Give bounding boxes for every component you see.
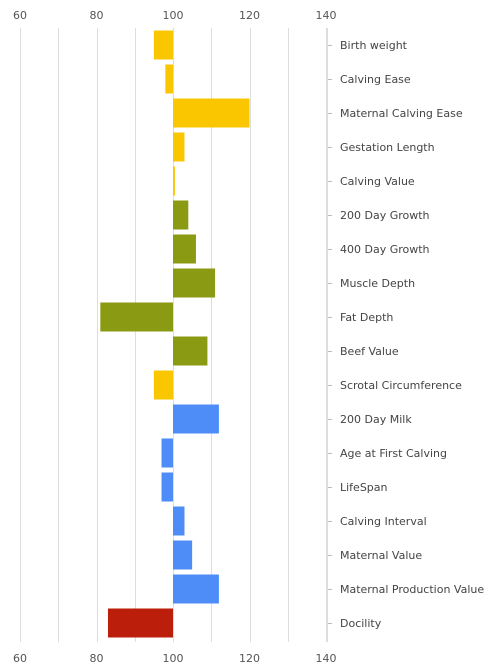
- bar-fat-depth: [100, 302, 173, 332]
- bar-docility: [107, 608, 173, 638]
- category-label: Calving Ease: [340, 73, 411, 86]
- bar-scrotal-circumference: [153, 370, 173, 400]
- bottom-x-axis: 60 80 100 120 140: [13, 652, 337, 665]
- bar-maternal-calving-ease: [173, 98, 250, 128]
- x-tick-label-bottom: 60: [13, 652, 27, 665]
- category-label: 200 Day Milk: [340, 413, 412, 426]
- bar-200-day-growth: [173, 200, 189, 230]
- category-label: Age at First Calving: [340, 447, 447, 460]
- bar-calving-value: [173, 166, 175, 196]
- bar-maternal-value: [173, 540, 193, 570]
- category-label: Fat Depth: [340, 311, 393, 324]
- x-tick-label-bottom: 80: [90, 652, 104, 665]
- category-label: 200 Day Growth: [340, 209, 430, 222]
- category-labels: Birth weight Calving Ease Maternal Calving…: [327, 28, 484, 642]
- bar-400-day-growth: [173, 234, 196, 264]
- grid-lines: [20, 28, 327, 642]
- bar-gestation-length: [173, 132, 185, 162]
- category-label: Maternal Value: [340, 549, 422, 562]
- x-tick-label-bottom: 120: [239, 652, 260, 665]
- x-tick-label-top: 100: [163, 9, 184, 22]
- category-label: Maternal Calving Ease: [340, 107, 463, 120]
- x-tick-label-top: 80: [90, 9, 104, 22]
- bar-calving-interval: [173, 506, 185, 536]
- category-label: Muscle Depth: [340, 277, 415, 290]
- bar-200-day-milk: [173, 404, 219, 434]
- x-tick-label-top: 120: [239, 9, 260, 22]
- x-tick-label-top: 140: [316, 9, 337, 22]
- bar-calving-ease: [165, 64, 173, 94]
- category-label: Maternal Production Value: [340, 583, 484, 596]
- bar-maternal-production-value: [173, 574, 219, 604]
- category-label: LifeSpan: [340, 481, 388, 494]
- category-label: Beef Value: [340, 345, 399, 358]
- bar-beef-value: [173, 336, 208, 366]
- category-label: Gestation Length: [340, 141, 435, 154]
- x-tick-label-top: 60: [13, 9, 27, 22]
- x-tick-label-bottom: 140: [316, 652, 337, 665]
- category-label: 400 Day Growth: [340, 243, 430, 256]
- bar-lifespan: [161, 472, 173, 502]
- category-label: Calving Value: [340, 175, 415, 188]
- bar-birth-weight: [153, 30, 173, 60]
- bar-age-at-first-calving: [161, 438, 173, 468]
- category-label: Docility: [340, 617, 382, 630]
- category-label: Scrotal Circumference: [340, 379, 462, 392]
- category-label: Calving Interval: [340, 515, 427, 528]
- bars: [100, 30, 250, 638]
- top-x-axis: 60 80 100 120 140: [13, 9, 337, 22]
- category-label: Birth weight: [340, 39, 408, 52]
- x-tick-label-bottom: 100: [163, 652, 184, 665]
- bar-muscle-depth: [173, 268, 216, 298]
